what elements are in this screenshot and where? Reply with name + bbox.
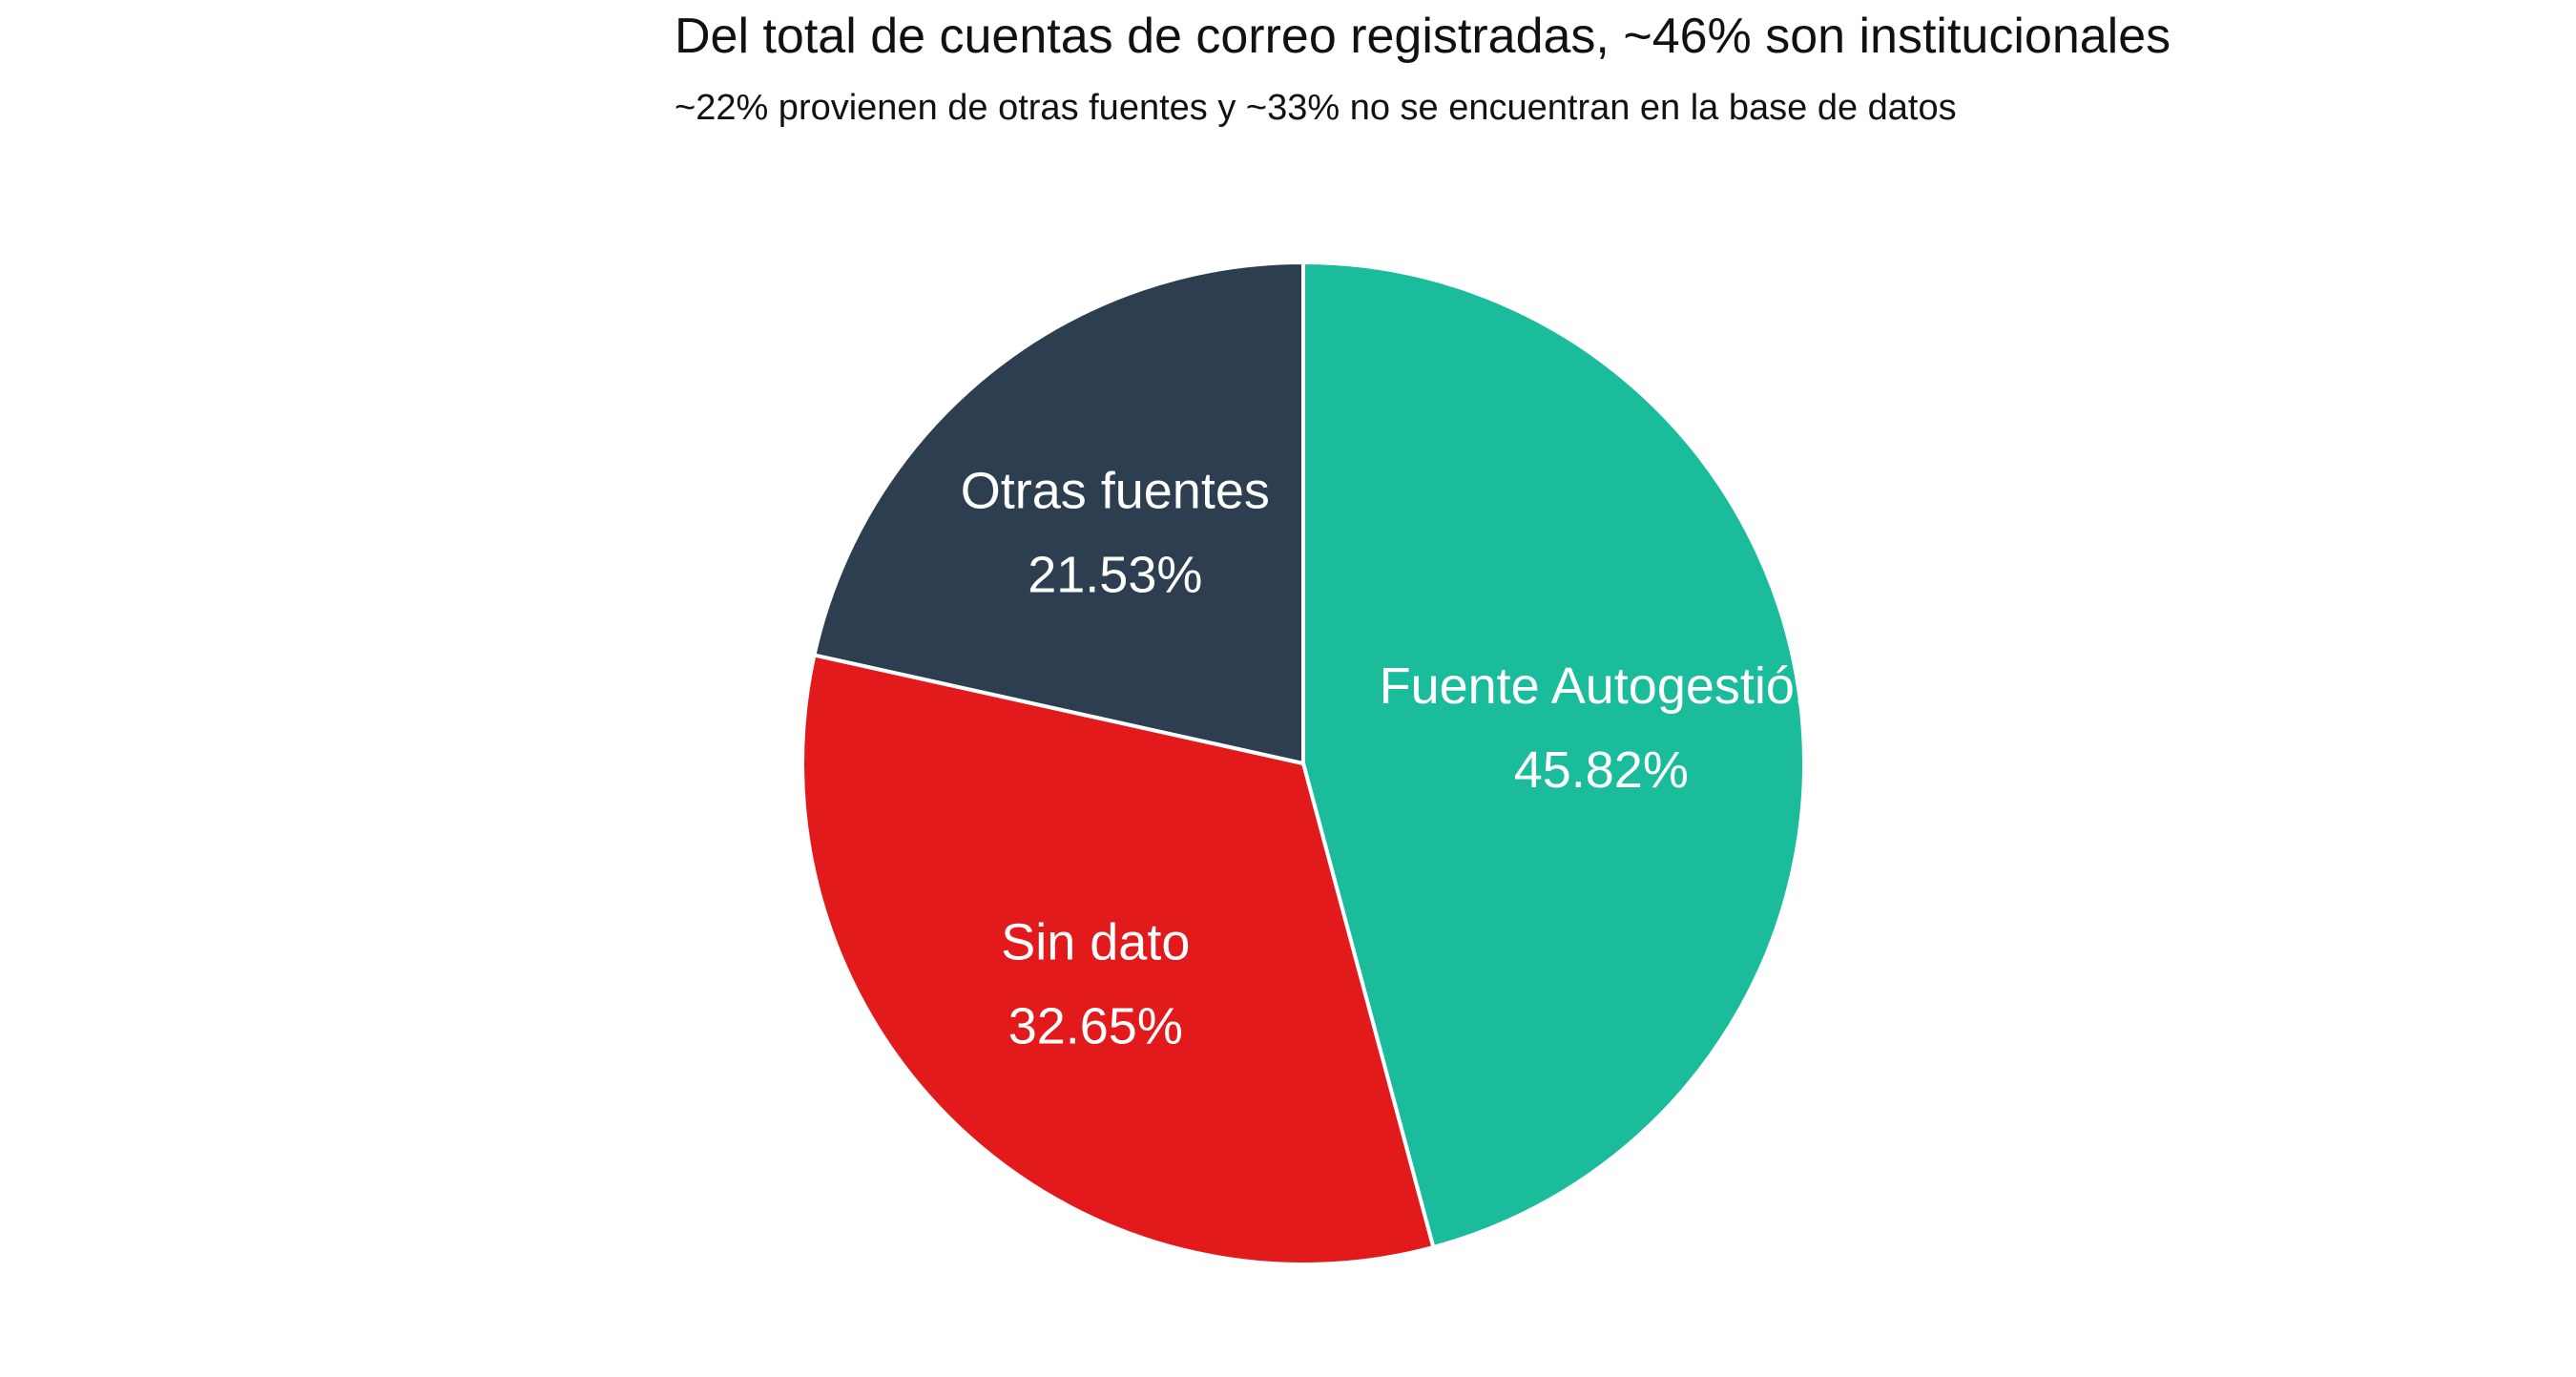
slice-value-label: 32.65% [1008,998,1183,1055]
slice-label: Fuente Autogestión [1380,657,1823,715]
slice-label: Sin dato [1001,914,1190,971]
slice-label: Otras fuentes [961,462,1270,519]
slice-value-label: 45.82% [1514,741,1689,799]
slice-value-label: 21.53% [1028,546,1202,603]
